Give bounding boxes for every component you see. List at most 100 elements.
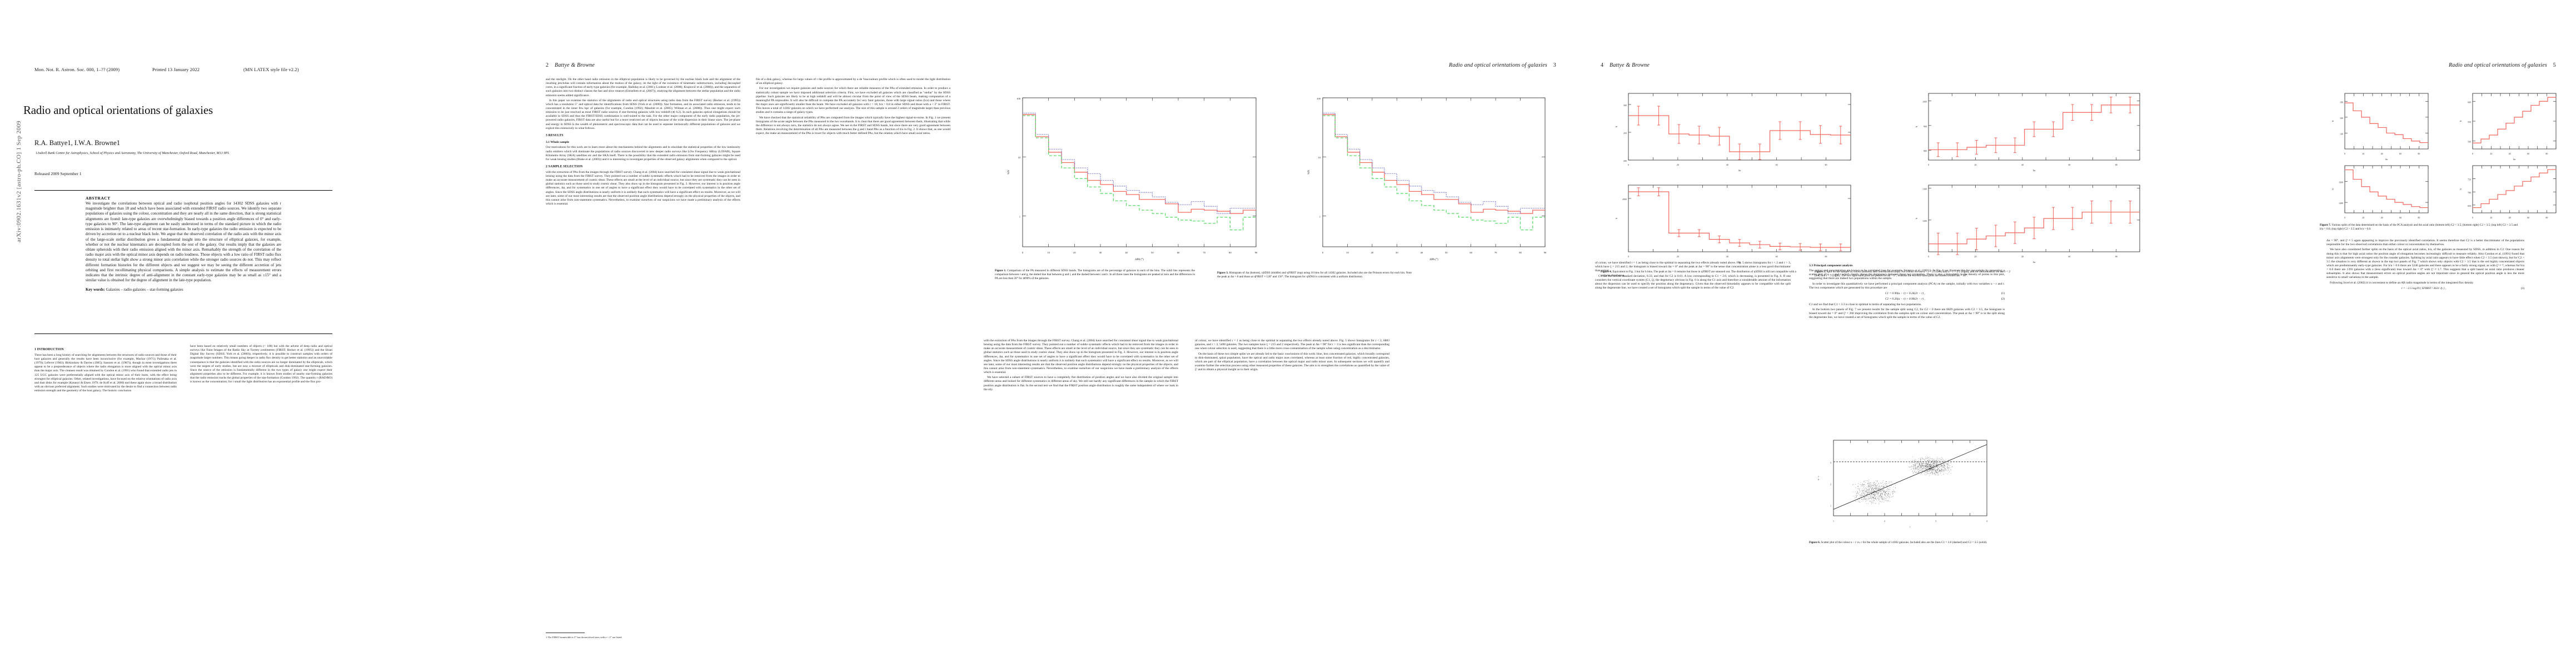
svg-text:40: 40 [1420, 251, 1423, 254]
svg-text:750: 750 [2468, 178, 2471, 181]
keywords: Key words: Galaxies – radio galaxies – s… [86, 287, 281, 292]
running-head-text: Battye & Browne [555, 62, 595, 68]
svg-text:0: 0 [2344, 152, 2345, 155]
figure-3-label: Figure 3. [1217, 271, 1229, 275]
svg-text:60: 60 [2399, 152, 2401, 155]
subsection-heading-whole-sample: 3.1 Whole sample [546, 141, 570, 145]
svg-text:20: 20 [1974, 163, 1976, 166]
svg-text:20: 20 [1371, 251, 1374, 254]
svg-text:Δα: Δα [2513, 158, 2516, 161]
svg-text:1400: 1400 [2339, 202, 2343, 205]
paragraph: have been based on relatively small numb… [190, 345, 332, 384]
page1-column-1: 1 INTRODUCTION There has been a long his… [34, 345, 177, 656]
svg-text:180: 180 [2340, 101, 2343, 103]
svg-text:u − r: u − r [1817, 476, 1820, 480]
svg-text:20: 20 [2490, 152, 2492, 155]
equation-3-text: r = −2.5 log10 ( SFIRST / 3631 Jy ) , [2401, 286, 2447, 290]
figure-5-label: Figure 5. [1815, 270, 1826, 273]
subsection-heading-pca: 3.3 Principal component analysis [1809, 264, 1853, 267]
figure-1-plot: 1 10 100 0 10 20 30 40 50 60 70 80 90 ΔPA (°) %N 1 10 10… [984, 83, 1562, 267]
svg-text:20: 20 [2362, 152, 2364, 155]
equation-2-number: (2) [2001, 297, 2005, 301]
svg-text:20: 20 [2490, 216, 2492, 219]
paragraph: For our investigation we require galaxie… [756, 87, 950, 115]
svg-text:N: N [2459, 120, 2462, 122]
svg-text:60: 60 [2068, 255, 2070, 258]
svg-text:80: 80 [1519, 251, 1522, 254]
abstract-heading: ABSTRACT [86, 196, 111, 201]
svg-text:0: 0 [2472, 216, 2473, 219]
svg-text:60: 60 [1776, 255, 1778, 258]
figure-4-caption: Figure 4. Equivalent to Fig. 3 but for b… [1601, 270, 1796, 278]
svg-text:800: 800 [1924, 150, 1927, 152]
paragraph: Our motivations for this work are to lea… [546, 146, 740, 161]
figure-6-plot: 1 2 3 4 1 2 3 r u − r [1809, 434, 2005, 539]
section-heading-intro: 1 INTRODUCTION [34, 348, 64, 351]
page-3: Radio and optical orientations of galaxi… [973, 0, 1578, 667]
svg-text:60: 60 [2068, 163, 2070, 166]
svg-text:1: 1 [1830, 505, 1831, 507]
svg-text:2000: 2000 [1622, 198, 1627, 201]
svg-text:20: 20 [1974, 255, 1976, 258]
svg-text:10: 10 [1047, 251, 1050, 254]
footnote-p2: 1 The FIRST beamwidth is 5″ but deconvol… [546, 636, 622, 639]
svg-text:N: N [1615, 126, 1618, 127]
paragraph: C1 has the lowest standard deviation, 0.… [1595, 274, 1791, 290]
svg-text:140: 140 [2340, 132, 2343, 135]
svg-text:40: 40 [2381, 216, 2383, 219]
svg-text:100: 100 [1017, 97, 1021, 100]
equation-3-number: (3) [2520, 286, 2524, 290]
equation-2-text: C2 = 0.26(u − r) + 0.90(2r − r) , [1885, 297, 1925, 301]
page2-column-1: and the starlight. On the other hand rad… [546, 78, 740, 656]
paragraph: The colour and concentration are known t… [1809, 269, 2005, 281]
svg-text:60: 60 [2399, 216, 2401, 219]
figure-6-caption-text: Scatter plot of the colour u − r vs. r f… [1821, 541, 1987, 544]
paragraph: In the bottom two panels of Fig. 7 we pr… [1809, 308, 2005, 320]
running-head-text: Battye & Browne [1610, 62, 1650, 68]
svg-text:900: 900 [1924, 125, 1927, 128]
page2-column-2: file of a disk galaxy, whereas for large… [756, 78, 950, 645]
svg-text:300: 300 [1623, 104, 1627, 107]
figure-1-caption-text: Comparison of the PA measured in differe… [995, 269, 1195, 280]
svg-text:20: 20 [1073, 251, 1076, 254]
running-head-5: Radio and optical orientations of galaxi… [2449, 62, 2556, 68]
page-number: 3 [1553, 62, 1556, 68]
equation-1: C1 = 0.90(u − r) + 0.26(2r − r) , (1) [1809, 292, 2005, 296]
svg-text:0: 0 [1628, 163, 1629, 166]
equation-1-text: C1 = 0.90(u − r) + 0.26(2r − r) , [1885, 292, 1925, 295]
figure-3-caption: Figure 3. Histogram of Δα (bottom), ηSDS… [1217, 271, 1412, 279]
svg-text:60: 60 [1177, 251, 1180, 254]
paragraph: We have selected a subset of FIRST sourc… [984, 376, 1178, 391]
svg-text:10: 10 [1318, 156, 1321, 159]
svg-text:0: 0 [1928, 255, 1929, 258]
svg-text:N: N [2331, 188, 2334, 190]
journal-ref-left: Mon. Not. R. Astron. Soc. 000, 1–?? (200… [34, 67, 120, 72]
figure-1: 1 10 100 0 10 20 30 40 50 60 70 80 90 ΔPA (°) %N 1 10 10… [984, 83, 1562, 280]
svg-text:80: 80 [2115, 163, 2117, 166]
svg-text:20: 20 [2362, 216, 2364, 219]
svg-text:40: 40 [1726, 163, 1728, 166]
paragraph: and the starlight. On the other hand rad… [546, 78, 740, 97]
figure-6: 1 2 3 4 1 2 3 r u − r Figure 6. Scatter plot of … [1809, 434, 2005, 545]
figure-4-label: Figure 4. [1601, 270, 1612, 273]
figure-6-caption: Figure 6. Scatter plot of the colour u −… [1809, 541, 2005, 545]
svg-text:ΔPA (°): ΔPA (°) [1135, 258, 1144, 261]
equation-1-number: (1) [2001, 292, 2005, 295]
svg-text:80: 80 [2115, 255, 2117, 258]
svg-text:70: 70 [1203, 251, 1205, 254]
paragraph: file of a disk galaxy, whereas for large… [756, 78, 950, 86]
keywords-text: Galaxies – radio galaxies – star-forming… [106, 287, 183, 292]
svg-text:0: 0 [1628, 255, 1629, 258]
figure-7-caption: Figure 7. Various splits of the data det… [2320, 223, 2518, 231]
svg-text:1000: 1000 [1922, 100, 1927, 103]
figure-3-caption-text: Histogram of Δα (bottom), ηSDSS (middle)… [1217, 271, 1412, 278]
running-head-3: Radio and optical orientations of galaxi… [1449, 62, 1556, 68]
svg-text:700: 700 [2468, 191, 2471, 194]
svg-text:10: 10 [1346, 251, 1349, 254]
figure-7-caption-text: Various splits of the data determined on… [2320, 223, 2518, 231]
svg-text:10: 10 [1018, 156, 1020, 159]
figure-7-label: Figure 7. [2320, 223, 2331, 227]
svg-text:40: 40 [1726, 255, 1728, 258]
svg-text:4: 4 [1986, 520, 1987, 522]
